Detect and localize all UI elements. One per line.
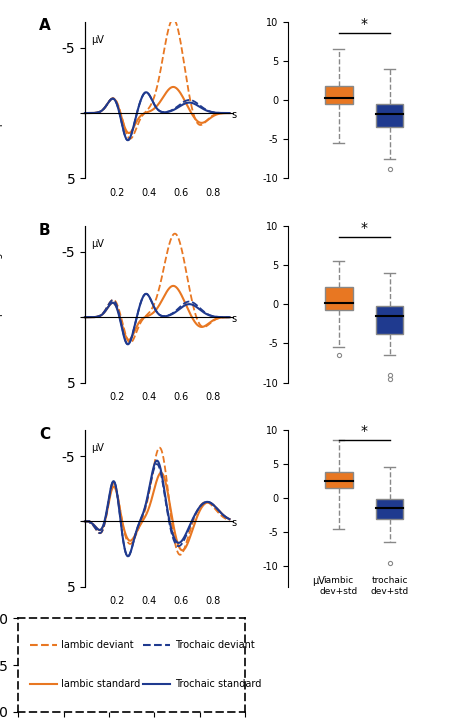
Bar	[325, 472, 353, 488]
Bar	[375, 306, 404, 334]
Text: s: s	[231, 518, 236, 528]
Bar	[375, 500, 404, 518]
Text: C: C	[39, 427, 50, 441]
Text: s: s	[231, 110, 236, 120]
Text: iambic
dev+std: iambic dev+std	[320, 577, 358, 596]
Text: μV: μV	[91, 35, 104, 45]
Text: *: *	[360, 17, 368, 31]
Text: trochaic
dev+std: trochaic dev+std	[370, 577, 409, 596]
Text: s: s	[231, 314, 236, 324]
Bar	[375, 104, 404, 127]
Text: μV: μV	[91, 444, 104, 454]
Text: μV: μV	[312, 577, 325, 587]
Bar	[325, 287, 353, 311]
Text: all implanted children: all implanted children	[0, 47, 3, 153]
Text: Trochaic deviant: Trochaic deviant	[175, 639, 255, 649]
Text: *: *	[360, 221, 368, 235]
Text: controls: controls	[0, 489, 3, 528]
Text: Trochaic standard: Trochaic standard	[175, 679, 261, 689]
Text: A: A	[39, 19, 51, 34]
Text: *: *	[360, 424, 368, 438]
Text: μV: μV	[91, 239, 104, 249]
Text: Iambic deviant: Iambic deviant	[61, 639, 134, 649]
Text: B: B	[39, 223, 50, 237]
Text: without prior hearing: without prior hearing	[0, 252, 3, 356]
Bar	[325, 86, 353, 104]
Text: Iambic standard: Iambic standard	[61, 679, 141, 689]
